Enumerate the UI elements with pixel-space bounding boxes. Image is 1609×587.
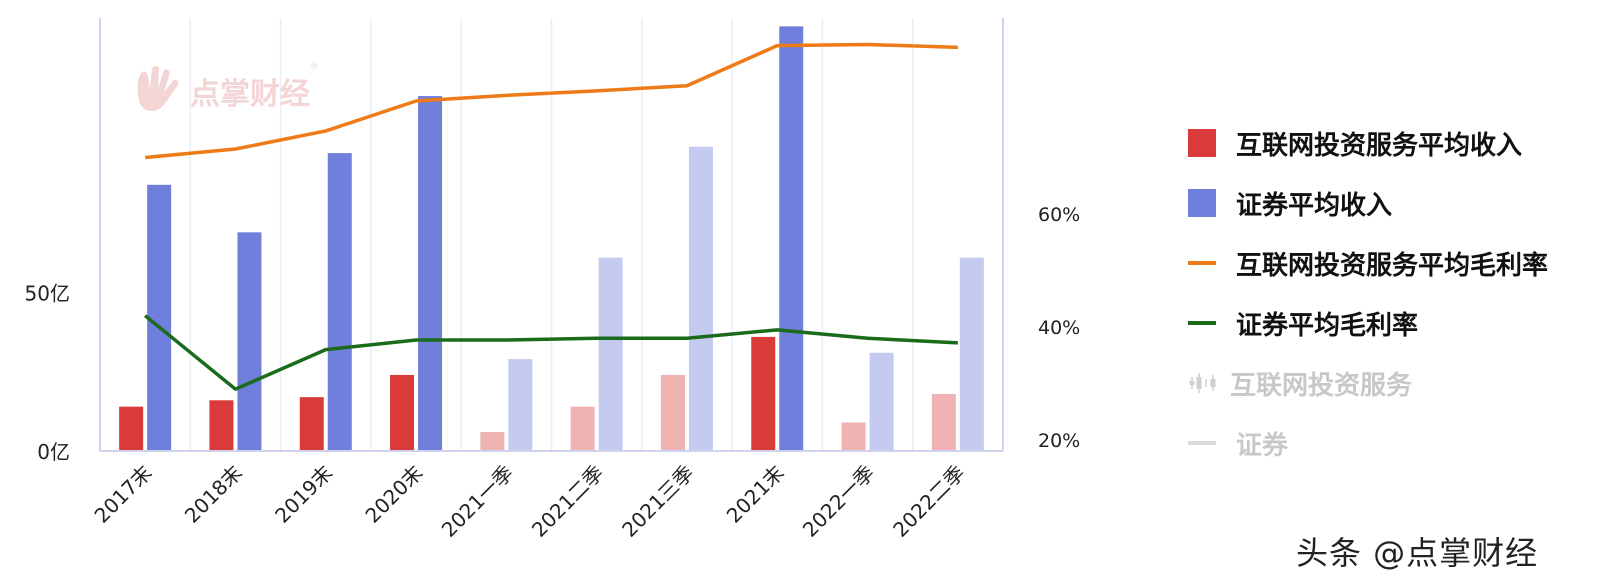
bar-internet-service-income <box>209 400 234 451</box>
bar-securities-income <box>869 352 894 451</box>
bar-internet-service-income <box>480 431 505 451</box>
bar-securities-income <box>959 257 984 451</box>
right-axis-ticks: 20% 40% 60% <box>1038 204 1080 452</box>
bar-internet-service-income <box>570 406 595 451</box>
legend-item[interactable]: 证券平均毛利率 <box>1188 308 1548 341</box>
bar-series <box>119 26 984 452</box>
bar-internet-service-income <box>119 406 144 451</box>
candlestick-icon <box>1189 373 1216 393</box>
bar-internet-service-income <box>390 374 415 451</box>
x-axis-ticks: 2017末 2018末 2019末 2020末 2021一季 2021二季 2021三季 20… <box>90 461 970 542</box>
line-securities-margin <box>144 314 958 391</box>
bar-internet-service-income <box>931 393 956 451</box>
right-tick-label: 20% <box>1038 430 1080 452</box>
watermark-text: 点掌财经 <box>190 77 310 112</box>
axes <box>99 18 1004 452</box>
bar-internet-service-income <box>299 397 324 451</box>
x-tick-label: 2022二季 <box>888 461 969 542</box>
legend-item[interactable]: 互联网投资服务平均收入 <box>1188 128 1548 161</box>
legend-swatch-line <box>1188 321 1216 325</box>
bar-securities-income <box>418 96 443 451</box>
left-axis-ticks: 0亿 50亿 <box>25 282 70 464</box>
line-series <box>144 42 958 391</box>
left-tick-label: 0亿 <box>37 440 70 464</box>
legend-label: 证券平均毛利率 <box>1236 310 1419 341</box>
right-tick-label: 40% <box>1038 317 1080 339</box>
legend-item[interactable]: 证券平均收入 <box>1188 188 1548 221</box>
bar-internet-service-income <box>751 336 776 451</box>
x-tick-label: 2022一季 <box>798 461 879 542</box>
watermark-registered-mark: ® <box>310 62 319 72</box>
legend-swatch-square <box>1188 189 1216 217</box>
bar-securities-income <box>779 26 804 452</box>
bar-internet-service-income <box>841 422 866 451</box>
legend-item[interactable]: 证券 <box>1188 428 1548 461</box>
bar-securities-income <box>237 232 262 451</box>
x-tick-label: 2021三季 <box>617 461 698 542</box>
legend-label: 证券平均收入 <box>1236 190 1393 221</box>
bar-securities-income <box>598 257 623 451</box>
legend-swatch-square <box>1188 129 1216 157</box>
legend-swatch-line <box>1188 261 1216 265</box>
bar-internet-service-income <box>660 374 685 451</box>
legend: 互联网投资服务平均收入 证券平均收入互联网投资服务平均毛利率 证券平均毛利率互联网投… <box>1188 128 1548 488</box>
x-tick-label: 2019末 <box>270 461 337 528</box>
legend-item[interactable]: 互联网投资服务平均毛利率 <box>1188 248 1548 281</box>
x-tick-label: 2018末 <box>180 461 247 528</box>
right-tick-label: 60% <box>1038 204 1080 226</box>
legend-swatch-line <box>1188 441 1216 445</box>
bar-securities-income <box>327 153 352 451</box>
legend-item[interactable]: 互联网投资服务 <box>1188 368 1548 401</box>
x-tick-label: 2021末 <box>722 461 789 528</box>
left-tick-label: 50亿 <box>25 282 70 306</box>
x-tick-label: 2020末 <box>360 461 427 528</box>
hand-logo-icon <box>137 66 179 111</box>
line-internet-service-margin <box>144 42 958 160</box>
legend-label: 互联网投资服务平均收入 <box>1236 130 1523 161</box>
bar-securities-income <box>688 146 713 451</box>
bar-securities-income <box>147 184 172 451</box>
legend-label: 证券 <box>1236 430 1289 461</box>
bar-securities-income <box>508 359 533 451</box>
footer-credit: 头条 @点掌财经 <box>1296 534 1539 572</box>
x-tick-label: 2021一季 <box>437 461 518 542</box>
legend-label: 互联网投资服务 <box>1230 370 1413 401</box>
legend-label: 互联网投资服务平均毛利率 <box>1236 250 1549 281</box>
x-tick-label: 2021二季 <box>527 461 608 542</box>
watermark: 点掌财经 ® <box>128 62 319 120</box>
x-tick-label: 2017末 <box>90 461 157 528</box>
